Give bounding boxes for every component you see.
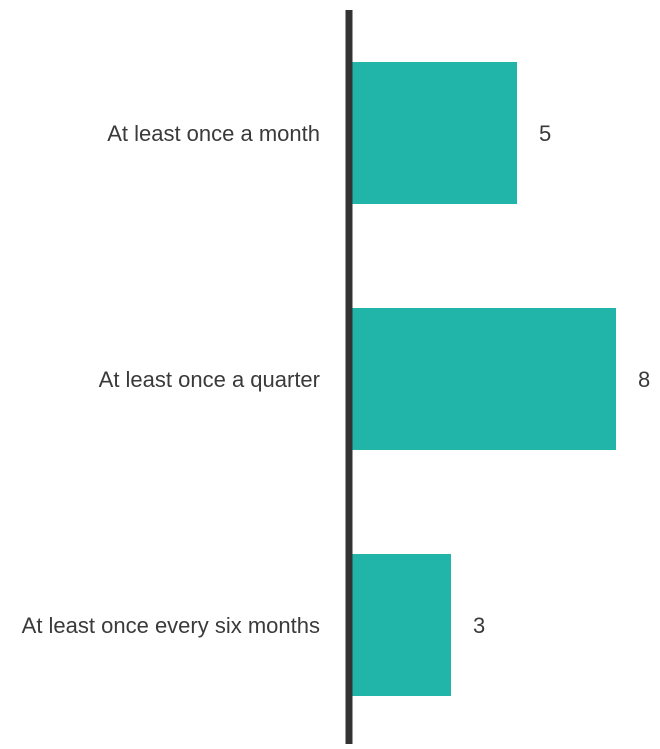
category-label-line: At least once a quarter <box>99 367 320 392</box>
category-label-3: At least once every six months <box>22 613 320 638</box>
value-label-3: 3 <box>473 613 485 638</box>
category-label-line: At least once every six months <box>22 613 320 638</box>
value-label-1: 5 <box>539 121 551 146</box>
value-labels-layer: 5 8 3 <box>473 121 650 638</box>
bar-1 <box>352 62 517 204</box>
bar-2 <box>352 308 616 450</box>
bars-layer <box>352 62 616 696</box>
bar-3 <box>352 554 451 696</box>
category-label-1: At least once a month <box>107 121 320 146</box>
category-labels-layer: At least once a month At least once a qua… <box>22 121 320 638</box>
category-label-line: At least once a month <box>107 121 320 146</box>
value-label-2: 8 <box>638 367 650 392</box>
category-label-2: At least once a quarter <box>99 367 320 392</box>
